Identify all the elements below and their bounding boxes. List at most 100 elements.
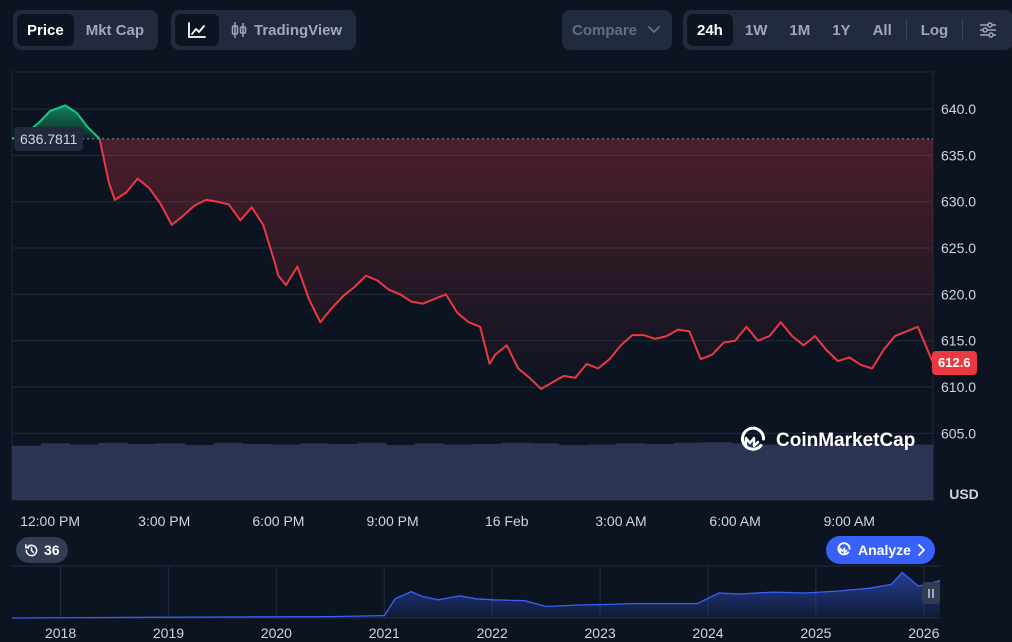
analyze-label: Analyze [858, 542, 911, 558]
navigator-drag-handle[interactable] [922, 582, 940, 604]
time-range-tabs: 24h 1W 1M 1Y All Log [683, 10, 1012, 50]
navigator-chart[interactable]: 2018 2019 2020 2021 2022 2023 2024 2025 2026 [0, 560, 1012, 642]
volume-bar [357, 442, 387, 500]
navigator-year-label: 2018 [45, 625, 76, 641]
y-tick-label: 635.0 [941, 147, 976, 163]
y-axis-labels: 640.0 635.0 630.0 625.0 620.0 615.0 610.0 605.0 [941, 101, 976, 441]
history-counter-button[interactable]: 36 [16, 537, 68, 563]
volume-bar [242, 443, 272, 500]
x-tick-label: 6:00 PM [252, 513, 304, 529]
y-tick-label: 610.0 [941, 379, 976, 395]
volume-bar [616, 443, 646, 500]
volume-bar [213, 442, 243, 500]
brand-text: CoinMarketCap [776, 430, 916, 451]
toolbar-divider [905, 19, 907, 41]
range-1w[interactable]: 1W [744, 21, 768, 39]
navigator-line [11, 571, 941, 619]
navigator-year-label: 2022 [477, 625, 508, 641]
volume-bar [530, 443, 560, 500]
volume-bar [731, 443, 761, 500]
volume-bar [127, 443, 157, 500]
chart-settings-button[interactable] [967, 14, 1009, 46]
navigator-year-label: 2020 [261, 625, 292, 641]
volume-bar [98, 442, 128, 500]
line-chart-icon [188, 22, 206, 38]
volume-bar [789, 443, 819, 500]
chevron-right-icon [918, 544, 925, 556]
log-scale-button[interactable]: Log [920, 21, 949, 39]
tradingview-button[interactable]: TradingView [221, 14, 352, 46]
x-tick-label: 9:00 AM [824, 513, 875, 529]
volume-bar [904, 444, 934, 500]
volume-bar [673, 442, 704, 500]
volume-bar [414, 443, 445, 500]
sliders-icon [980, 22, 997, 38]
y-tick-label: 605.0 [941, 425, 976, 441]
x-tick-label: 6:00 AM [709, 513, 760, 529]
compare-label: Compare [572, 21, 638, 39]
volume-bar [271, 444, 301, 500]
navigator-year-labels: 2018 2019 2020 2021 2022 2023 2024 2025 2026 [45, 625, 940, 641]
volume-bar [645, 443, 675, 500]
volume-bar [817, 442, 848, 500]
navigator-year-label: 2023 [585, 625, 616, 641]
volume-bar [386, 445, 416, 500]
navigator-year-label: 2025 [800, 625, 831, 641]
tab-price[interactable]: Price [17, 14, 74, 46]
volume-bar [702, 442, 733, 500]
coinmarketcap-logo-icon [837, 542, 851, 556]
volume-bar [184, 445, 214, 500]
navigator-area [11, 571, 941, 619]
y-axis-unit-label: USD [949, 486, 979, 502]
coinmarketcap-logo-icon [741, 426, 766, 451]
volume-bar [155, 443, 186, 500]
range-1y[interactable]: 1Y [832, 21, 851, 39]
volume-bar [69, 444, 99, 500]
x-tick-label: 9:00 PM [367, 513, 419, 529]
chevron-down-icon [648, 26, 660, 34]
x-tick-label: 3:00 PM [138, 513, 190, 529]
line-chart-button[interactable] [175, 14, 219, 46]
compare-dropdown[interactable]: Compare [562, 10, 672, 50]
navigator-year-label: 2026 [908, 625, 939, 641]
coinmarketcap-watermark: CoinMarketCap [738, 426, 915, 456]
volume-bar [558, 445, 589, 500]
volume-bar [40, 443, 71, 500]
chart-style-toggle: TradingView [171, 10, 357, 50]
open-price-tag: 636.7811 [14, 126, 84, 151]
volume-bar [12, 445, 42, 500]
candlestick-icon [231, 22, 247, 38]
volume-bar [587, 444, 617, 500]
tradingview-label: TradingView [254, 21, 343, 39]
last-price-tag: 612.6 [932, 350, 977, 375]
down-area-fill [99, 138, 934, 389]
x-tick-label: 16 Feb [485, 513, 529, 529]
navigator-year-label: 2021 [369, 625, 400, 641]
navigator-year-label: 2024 [692, 625, 723, 641]
range-all[interactable]: All [872, 21, 892, 39]
down-line-segment [98, 138, 934, 390]
tab-mkt-cap[interactable]: Mkt Cap [85, 21, 145, 39]
chart-type-tabs: Price Mkt Cap [13, 10, 159, 50]
range-24h[interactable]: 24h [687, 14, 733, 46]
y-tick-label: 615.0 [941, 333, 976, 349]
volume-bar [443, 444, 473, 500]
range-1m[interactable]: 1M [789, 21, 811, 39]
volume-bar [846, 443, 876, 500]
toolbar-divider [962, 19, 964, 41]
volume-bars [12, 442, 934, 500]
volume-bar [299, 443, 330, 500]
navigator-fill [12, 572, 940, 618]
counter-value: 36 [44, 542, 60, 558]
price-chart[interactable]: 640.0 635.0 630.0 625.0 620.0 615.0 610.0 605.0… [0, 60, 1012, 538]
x-tick-label: 3:00 AM [595, 513, 646, 529]
volume-bar [875, 443, 905, 500]
analyze-button[interactable]: Analyze [826, 536, 935, 564]
x-tick-label: 12:00 PM [20, 513, 80, 529]
volume-bar [501, 442, 531, 500]
volume-bar [760, 444, 790, 500]
y-tick-label: 630.0 [941, 194, 976, 210]
history-icon [25, 543, 38, 556]
volume-bar [328, 443, 358, 500]
x-axis-labels: 12:00 PM 3:00 PM 6:00 PM 9:00 PM 16 Feb 3:00 … [20, 513, 875, 529]
